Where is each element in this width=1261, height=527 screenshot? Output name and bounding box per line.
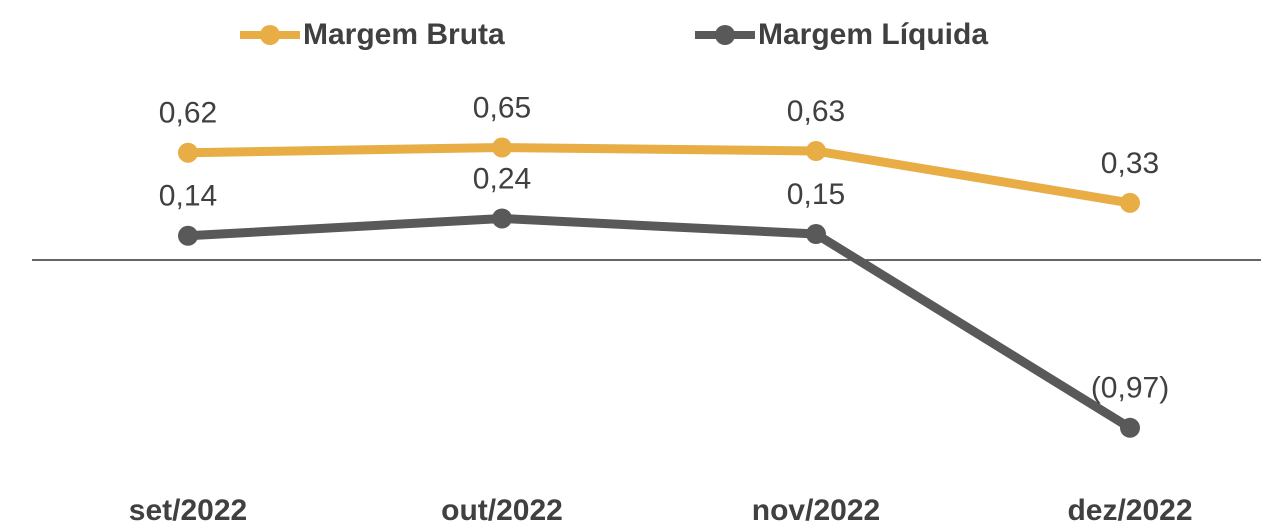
data-label: 0,24 [473,162,531,195]
series-line [187,143,1131,208]
legend-label: Margem Líquida [758,18,988,51]
point [1120,417,1140,438]
x-tick-label: dez/2022 [1067,494,1192,527]
series-line [187,213,1133,432]
point [492,137,512,158]
x-tick-label: nov/2022 [752,494,880,527]
data-label: 0,14 [159,180,217,213]
x-tick-label: set/2022 [129,494,247,527]
legend-marker [715,25,735,45]
point [1120,192,1140,213]
legend-marker [260,25,280,45]
point [806,224,826,245]
data-label: 0,33 [1101,147,1159,180]
data-label: 0,62 [159,97,217,130]
point [492,208,512,229]
data-label: (0,97) [1091,372,1169,405]
point [806,141,826,162]
point [178,225,198,246]
data-label: 0,15 [787,178,845,211]
data-label: 0,65 [473,91,531,124]
legend-label: Margem Bruta [303,18,505,51]
data-label: 0,63 [787,95,845,128]
x-tick-label: out/2022 [441,494,563,527]
point [178,142,198,163]
